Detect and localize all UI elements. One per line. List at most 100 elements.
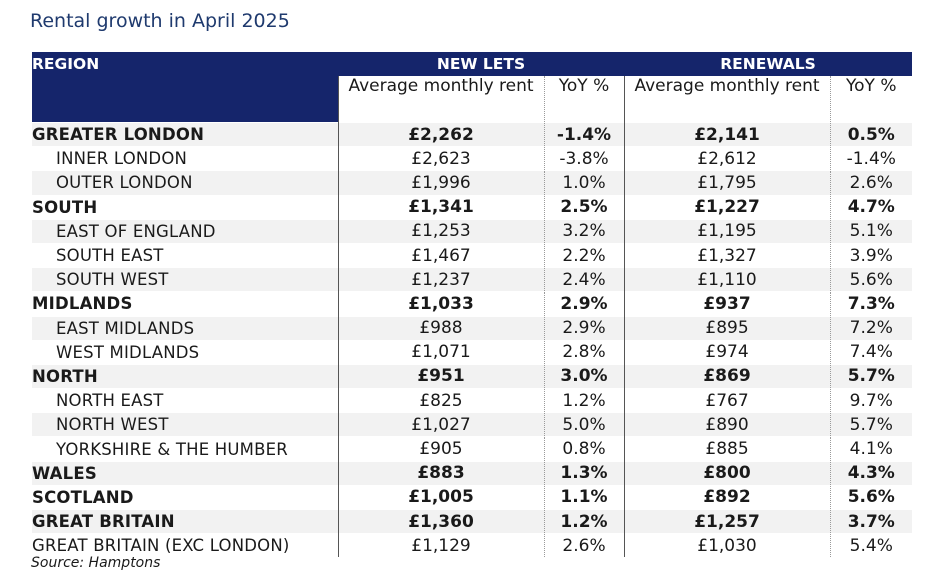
new-lets-yoy-cell: 3.2% [543,218,625,244]
renewals-yoy-cell: 3.7% [829,508,913,534]
table-row: MIDLANDS £1,033 2.9% £937 7.3% [32,291,913,316]
renewals-rent-cell: £1,030 [623,533,831,558]
new-lets-yoy-cell: 2.5% [543,194,625,220]
region-cell: WALES [32,460,338,486]
renewals-yoy-cell: 5.6% [829,484,913,510]
rental-growth-table: REGION NEW LETS RENEWALS Average monthly… [32,52,913,558]
new-lets-yoy-cell: -1.4% [543,121,625,147]
region-cell: SCOTLAND [32,484,338,510]
new-lets-rent-cell: £1,033 [337,291,544,316]
renewals-yoy-cell: 9.7% [829,388,913,413]
new-lets-rent-cell: £1,071 [337,339,544,365]
table-row: NORTH WEST £1,027 5.0% £890 5.7% [32,412,913,437]
header-region: REGION [32,52,338,76]
renewals-rent-cell: £1,327 [623,242,831,268]
new-lets-yoy-cell: 3.0% [543,363,625,389]
renewals-rent-cell: £2,612 [623,146,831,171]
table-row: EAST MIDLANDS £988 2.9% £895 7.2% [32,315,913,341]
region-cell: WEST MIDLANDS [32,339,338,365]
header-region-filler [32,76,338,123]
renewals-rent-cell: £885 [623,436,831,462]
renewals-yoy-cell: 4.3% [829,460,913,486]
new-lets-rent-cell: £1,467 [337,242,544,268]
table-row: NORTH EAST £825 1.2% £767 9.7% [32,388,913,413]
new-lets-rent-cell: £1,360 [337,508,544,534]
renewals-yoy-cell: 5.4% [829,533,913,558]
table-row: INNER LONDON £2,623 -3.8% £2,612 -1.4% [32,146,913,171]
new-lets-yoy-cell: 1.2% [543,388,625,413]
renewals-rent-cell: £2,141 [623,121,831,147]
new-lets-yoy-cell: 0.8% [543,436,625,462]
new-lets-rent-cell: £1,005 [337,484,544,510]
header-new-lets-rent: Average monthly rent [337,76,544,123]
region-cell: NORTH [32,363,338,389]
renewals-yoy-cell: 4.1% [829,436,913,462]
new-lets-yoy-cell: 5.0% [543,412,625,437]
new-lets-rent-cell: £2,262 [337,121,544,147]
renewals-rent-cell: £869 [623,363,831,389]
renewals-rent-cell: £1,795 [623,170,831,196]
header-renewals-yoy: YoY % [829,76,913,123]
new-lets-rent-cell: £1,237 [337,267,544,292]
renewals-yoy-cell: 2.6% [829,170,913,196]
renewals-rent-cell: £767 [623,388,831,413]
renewals-rent-cell: £1,227 [623,194,831,220]
new-lets-yoy-cell: 1.0% [543,170,625,196]
table-row: SOUTH WEST £1,237 2.4% £1,110 5.6% [32,267,913,292]
table-row: SCOTLAND £1,005 1.1% £892 5.6% [32,484,913,510]
region-cell: INNER LONDON [32,146,338,171]
table-row: YORKSHIRE & THE HUMBER £905 0.8% £885 4.1% [32,436,913,462]
table-row: GREATER LONDON £2,262 -1.4% £2,141 0.5% [32,121,913,147]
renewals-yoy-cell: 7.4% [829,339,913,365]
renewals-yoy-cell: 5.7% [829,412,913,437]
table-row: WEST MIDLANDS £1,071 2.8% £974 7.4% [32,339,913,365]
region-cell: OUTER LONDON [32,170,338,196]
region-cell: GREAT BRITAIN [32,508,338,534]
table-row: SOUTH £1,341 2.5% £1,227 4.7% [32,194,913,220]
table-row: NORTH £951 3.0% £869 5.7% [32,363,913,389]
renewals-rent-cell: £892 [623,484,831,510]
renewals-rent-cell: £974 [623,339,831,365]
region-cell: MIDLANDS [32,291,338,316]
renewals-yoy-cell: 7.3% [829,291,913,316]
renewals-rent-cell: £800 [623,460,831,486]
header-new-lets: NEW LETS [338,52,625,76]
new-lets-rent-cell: £825 [337,388,544,413]
new-lets-rent-cell: £905 [337,436,544,462]
renewals-yoy-cell: 0.5% [829,121,913,147]
header-row-subcolumns: Average monthly rent YoY % Average month… [32,76,913,123]
table-row: WALES £883 1.3% £800 4.3% [32,460,913,486]
renewals-rent-cell: £1,110 [623,267,831,292]
new-lets-rent-cell: £1,027 [337,412,544,437]
region-cell: EAST OF ENGLAND [32,218,338,244]
region-cell: GREATER LONDON [32,121,338,147]
renewals-rent-cell: £895 [623,315,831,341]
new-lets-yoy-cell: -3.8% [543,146,625,171]
region-cell: NORTH EAST [32,388,338,413]
region-cell: SOUTH [32,194,338,220]
new-lets-rent-cell: £1,996 [337,170,544,196]
renewals-yoy-cell: 7.2% [829,315,913,341]
new-lets-rent-cell: £883 [337,460,544,486]
header-row-groups: REGION NEW LETS RENEWALS [32,52,913,76]
new-lets-yoy-cell: 2.6% [543,533,625,558]
new-lets-rent-cell: £1,253 [337,218,544,244]
page-title: Rental growth in April 2025 [30,10,290,32]
new-lets-rent-cell: £988 [337,315,544,341]
region-cell: EAST MIDLANDS [32,315,338,341]
new-lets-yoy-cell: 1.3% [543,460,625,486]
renewals-rent-cell: £1,195 [623,218,831,244]
renewals-rent-cell: £890 [623,412,831,437]
header-renewals: RENEWALS [624,52,913,76]
table-row: EAST OF ENGLAND £1,253 3.2% £1,195 5.1% [32,218,913,244]
new-lets-rent-cell: £951 [337,363,544,389]
table-row: GREAT BRITAIN (EXC LONDON) £1,129 2.6% £1,0… [32,533,913,558]
renewals-yoy-cell: 5.6% [829,267,913,292]
renewals-yoy-cell: 4.7% [829,194,913,220]
region-cell: SOUTH EAST [32,242,338,268]
new-lets-rent-cell: £1,129 [337,533,544,558]
region-cell: SOUTH WEST [32,267,338,292]
renewals-yoy-cell: -1.4% [829,146,913,171]
region-cell: YORKSHIRE & THE HUMBER [32,436,338,462]
new-lets-yoy-cell: 1.2% [543,508,625,534]
